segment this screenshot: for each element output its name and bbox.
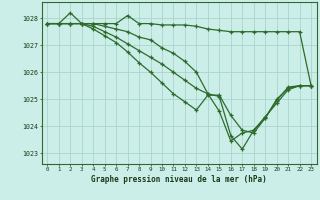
X-axis label: Graphe pression niveau de la mer (hPa): Graphe pression niveau de la mer (hPa)	[91, 175, 267, 184]
